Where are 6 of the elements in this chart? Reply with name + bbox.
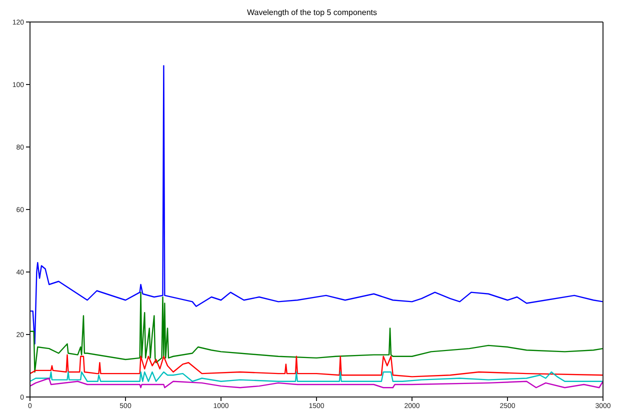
line-series [30, 371, 603, 382]
chart-title: Wavelength of the top 5 components [246, 8, 378, 18]
line-series [30, 292, 603, 373]
line-series [30, 378, 603, 388]
line-series [30, 354, 603, 378]
line-series [30, 65, 603, 344]
